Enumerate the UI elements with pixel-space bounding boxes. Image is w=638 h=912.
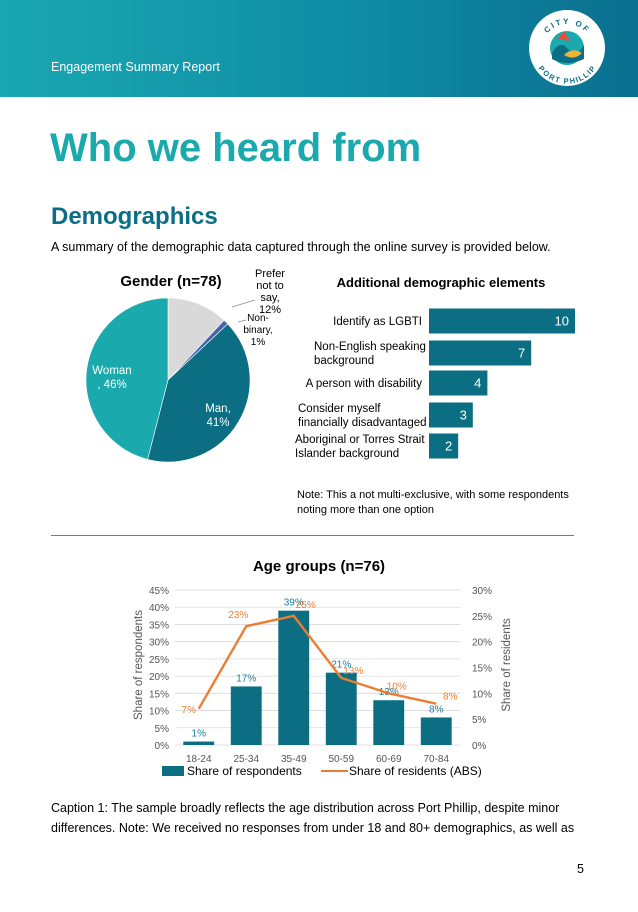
hbar-value-label: 2	[445, 439, 452, 454]
header-banner: Engagement Summary Report CITY OF PORT P…	[0, 0, 638, 97]
left-axis-tick: 20%	[149, 672, 169, 683]
hbar-value-label: 10	[555, 314, 569, 329]
left-axis-tick: 10%	[149, 707, 169, 718]
page-number: 5	[577, 862, 584, 876]
age-bar-value-label: 17%	[236, 673, 256, 684]
right-axis-label: Share of residents	[501, 618, 513, 712]
age-category-tick: 50-59	[328, 754, 354, 765]
hbar-value-label: 4	[474, 376, 481, 391]
residents-value-label: 25%	[296, 600, 316, 611]
age-bar	[230, 686, 262, 745]
right-axis-tick: 5%	[472, 715, 487, 726]
right-axis-tick: 25%	[472, 612, 492, 623]
gender-pie-chart: Gender (n=78) Prefer not to say, 12% Non-bi…	[85, 268, 285, 463]
left-axis-label: Share of respondents	[133, 610, 145, 720]
left-axis-tick: 0%	[155, 741, 170, 752]
hbar-title: Additional demographic elements	[337, 275, 546, 290]
residents-value-label: 8%	[443, 692, 458, 703]
pie-title: Gender (n=78)	[120, 273, 221, 290]
age-bar	[278, 610, 310, 745]
figure-caption: Caption 1: The sample broadly reflects t…	[51, 801, 575, 835]
left-axis-tick: 5%	[155, 724, 170, 735]
hbar-bar	[429, 433, 459, 459]
right-axis-tick: 0%	[472, 741, 487, 752]
age-category-tick: 70-84	[423, 754, 449, 765]
report-title: Engagement Summary Report	[51, 60, 220, 74]
left-axis-tick: 40%	[149, 603, 169, 614]
hbar-bar	[429, 308, 575, 334]
age-category-tick: 60-69	[376, 754, 402, 765]
age-bar-value-label: 21%	[331, 660, 351, 671]
pie-slice-prefer-not-to-say	[167, 297, 225, 381]
age-bar	[420, 717, 452, 745]
hbar-value-label: 7	[518, 346, 525, 361]
right-axis-tick: 20%	[472, 638, 492, 649]
pie-leader-line	[231, 299, 256, 308]
age-bar	[373, 700, 405, 745]
divider-line	[51, 535, 574, 536]
pie-label-prefer: Prefer not to say, 12%	[255, 268, 285, 316]
residents-value-label: 10%	[387, 681, 407, 692]
age-groups-chart: Age groups (n=76) 0% 5% 10% 15% 20% 25% 30% 35%…	[133, 558, 513, 778]
hbar-category-label: Identify as LGBTI	[333, 316, 422, 328]
hbar-bar	[429, 370, 488, 396]
additional-demographics-chart: Additional demographic elements Identify…	[295, 275, 575, 460]
pie-slice-man	[147, 323, 251, 463]
age-bar	[325, 672, 357, 745]
hbar-value-label: 3	[460, 408, 467, 423]
age-category-tick: 35-49	[281, 754, 307, 765]
hbar-category-label: Consider myself financially disadvantaged	[298, 403, 427, 429]
pie-slice-woman	[85, 297, 169, 460]
residents-value-label: 7%	[182, 705, 197, 716]
age-chart-title: Age groups (n=76)	[253, 558, 385, 575]
left-axis-tick: 35%	[149, 620, 169, 631]
age-bar-value-label: 1%	[192, 729, 207, 740]
residents-value-label: 13%	[343, 666, 363, 677]
left-axis-tick: 45%	[149, 586, 169, 597]
hbar-bar	[429, 402, 473, 428]
hbar-bar	[429, 340, 532, 366]
legend-residents: Share of residents (ABS)	[349, 764, 482, 778]
pie-label-man: Man, 41%	[205, 403, 231, 429]
residents-line	[197, 614, 437, 710]
pie-label-woman: Woman, 46%	[92, 365, 131, 391]
left-axis-tick: 15%	[149, 689, 169, 700]
multi-exclusive-note: Note: This a not multi-exclusive, with s…	[297, 489, 569, 516]
pie-leader-line	[237, 319, 247, 323]
age-bar	[183, 741, 215, 745]
section-heading: Demographics	[51, 203, 218, 230]
right-axis-tick: 10%	[472, 689, 492, 700]
age-bar-value-label: 39%	[284, 598, 304, 609]
right-axis-tick: 15%	[472, 664, 492, 675]
right-axis-tick: 30%	[472, 586, 492, 597]
age-category-tick: 18-24	[186, 754, 212, 765]
left-axis-tick: 30%	[149, 638, 169, 649]
hbar-category-label: A person with disability	[306, 378, 423, 390]
hbar-category-label: Non-English speaking background	[314, 341, 426, 367]
legend-respondents: Share of respondents	[187, 764, 302, 778]
page-title: Who we heard from	[50, 126, 422, 170]
legend-bar-swatch	[162, 766, 184, 776]
left-axis-tick: 25%	[149, 655, 169, 666]
pie-label-nonbinary: Non-binary, 1%	[243, 313, 272, 348]
residents-value-label: 23%	[228, 610, 248, 621]
age-category-tick: 25-34	[233, 754, 259, 765]
age-bar-value-label: 8%	[429, 704, 444, 715]
intro-paragraph: A summary of the demographic data captur…	[51, 240, 551, 254]
hbar-category-label: Aboriginal or Torres Strait Islander back…	[295, 434, 425, 460]
city-of-port-phillip-logo: CITY OF PORT PHILLIP	[529, 10, 605, 86]
